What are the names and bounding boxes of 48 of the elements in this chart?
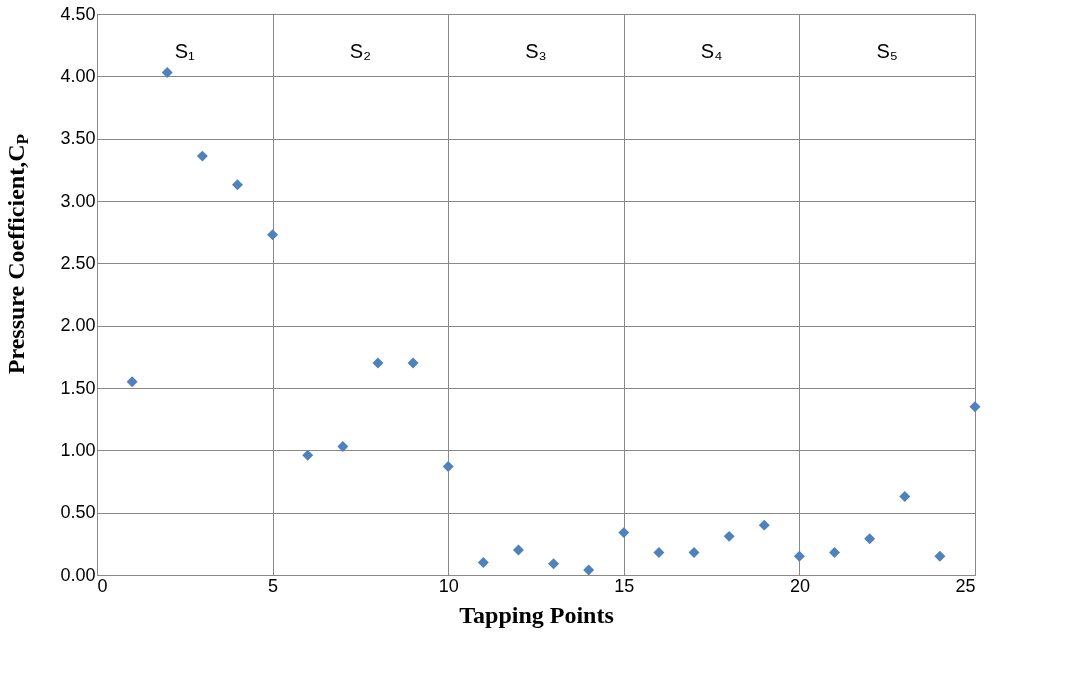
y-tick-label: 4.00: [60, 65, 96, 86]
point: [934, 550, 946, 562]
point: [688, 547, 700, 559]
point: [477, 557, 489, 569]
point: [723, 530, 735, 542]
point: [337, 441, 349, 453]
point: [302, 449, 314, 461]
annotation: S₃: [525, 40, 547, 62]
point: [969, 401, 981, 413]
y-axis-title: Pressure Coefficient,CP: [3, 134, 32, 375]
y-tick-label: 3.50: [60, 128, 96, 149]
y-tick-label: 0.00: [60, 564, 96, 585]
y-tick-label: 1.50: [60, 377, 96, 398]
point: [618, 527, 630, 539]
y-tick-label: 1.00: [60, 439, 96, 460]
annotation: S₅: [876, 40, 898, 62]
annotation: S₁: [174, 40, 196, 62]
x-tick-label: 15: [614, 575, 635, 596]
point: [161, 67, 173, 79]
y-tick-label: 0.50: [60, 502, 96, 523]
point: [793, 550, 805, 562]
point: [758, 519, 770, 531]
point: [267, 229, 279, 241]
annotation: S₂: [349, 40, 371, 62]
point: [372, 357, 384, 369]
x-tick-label: 25: [955, 575, 976, 596]
y-tick-label: 2.00: [60, 315, 96, 336]
x-tick-label: 10: [438, 575, 459, 596]
point: [548, 558, 560, 570]
x-tick-label: 5: [268, 575, 279, 596]
point: [829, 547, 840, 559]
point: [232, 179, 243, 191]
annotation: S₄: [700, 40, 723, 62]
point: [442, 461, 454, 473]
y-tick-label: 4.50: [60, 3, 96, 24]
point: [899, 490, 911, 502]
point: [512, 544, 524, 556]
point: [126, 376, 138, 388]
point: [653, 547, 665, 559]
x-tick-label: 0: [97, 575, 108, 596]
y-tick-label: 2.50: [60, 252, 96, 273]
point: [407, 357, 419, 369]
point: [583, 564, 595, 576]
x-tick-label: 20: [789, 575, 810, 596]
y-tick-label: 3.00: [60, 190, 96, 211]
x-axis-title: Tapping Points: [459, 601, 614, 628]
point: [196, 150, 208, 162]
point: [864, 533, 876, 545]
